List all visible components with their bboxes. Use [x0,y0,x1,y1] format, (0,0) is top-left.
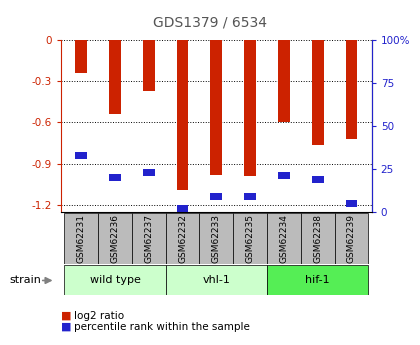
Text: strain: strain [9,276,41,285]
Text: GSM62233: GSM62233 [212,214,221,263]
Text: GSM62231: GSM62231 [77,214,86,263]
Bar [244,40,256,176]
Text: GSM62239: GSM62239 [347,214,356,263]
Text: GSM62238: GSM62238 [313,214,322,263]
Bar [312,40,323,145]
Text: GSM62236: GSM62236 [110,214,119,263]
Bar [176,205,189,212]
Text: ■: ■ [61,311,71,321]
Text: percentile rank within the sample: percentile rank within the sample [74,322,249,332]
Bar [109,174,121,181]
Text: vhl-1: vhl-1 [202,275,230,285]
Text: hif-1: hif-1 [305,275,330,285]
Text: GDS1379 / 6534: GDS1379 / 6534 [153,16,267,30]
Bar [200,213,233,264]
Bar [244,193,256,200]
Bar [233,213,267,264]
Bar [143,169,155,176]
Bar [301,213,335,264]
Bar [346,40,357,139]
Bar [312,176,323,183]
Bar [64,265,165,295]
Bar [75,40,87,73]
Bar [210,193,222,200]
Bar [132,213,165,264]
Bar [278,40,290,122]
Bar [143,40,155,91]
Bar [98,213,132,264]
Text: GSM62234: GSM62234 [279,214,289,263]
Text: GSM62237: GSM62237 [144,214,153,263]
Bar [176,40,189,190]
Bar [109,40,121,114]
Bar [267,213,301,264]
Bar [346,200,357,207]
Bar [278,172,290,179]
Text: log2 ratio: log2 ratio [74,311,123,321]
Text: GSM62232: GSM62232 [178,214,187,263]
Bar [210,40,222,175]
Text: ■: ■ [61,322,71,332]
Text: GSM62235: GSM62235 [246,214,255,263]
Bar [335,213,368,264]
Text: wild type: wild type [89,275,140,285]
Bar [64,213,98,264]
Bar [165,213,200,264]
Bar [75,152,87,159]
Bar [165,265,267,295]
Bar [267,265,368,295]
